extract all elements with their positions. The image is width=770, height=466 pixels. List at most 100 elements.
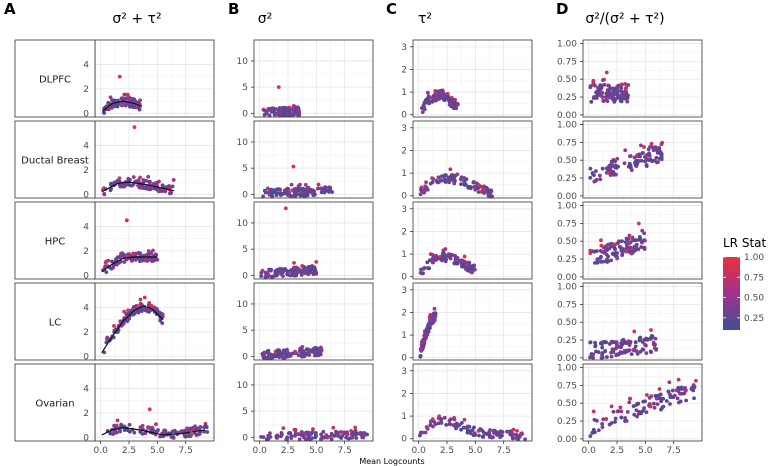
data-point [609,258,613,263]
data-point [595,260,600,265]
panel-letter: C [386,0,397,18]
data-point [127,183,132,187]
data-point [187,434,192,439]
y-tick-label: 1.00 [557,283,577,293]
data-point [437,95,442,99]
y-tick-label: 0.50 [557,75,577,85]
data-point [115,418,120,423]
data-point [112,324,116,328]
y-tick-label: 5 [242,326,248,336]
data-point [135,105,140,109]
data-point [287,190,292,195]
data-point [292,260,296,265]
data-point [588,166,593,171]
data-point [263,270,268,275]
data-point [261,194,266,199]
data-point [105,335,110,340]
data-point [650,159,655,164]
data-point [473,267,477,272]
data-point [268,435,273,439]
row-strip [14,120,96,199]
data-point [593,169,598,174]
data-point [473,187,478,192]
data-point [350,435,355,440]
data-point [615,156,620,161]
data-point [319,432,323,437]
data-point [102,192,107,197]
data-point [649,141,654,146]
data-point [637,152,642,157]
y-tick-label: 0.25 [557,336,577,346]
x-tick-label: 7.5 [667,446,681,456]
data-point [606,259,611,264]
legend-tick-label: 1.00 [744,253,764,263]
data-point [111,265,116,270]
data-point [467,261,472,266]
y-tick-label: 2 [83,85,89,95]
data-point [594,94,598,99]
data-point [694,378,698,383]
data-point [600,83,604,88]
data-point [114,104,119,109]
data-point [454,106,459,111]
x-tick-label: 7.5 [497,446,511,456]
data-point [640,151,645,156]
data-point [418,433,422,438]
data-point [319,186,323,191]
data-point [632,347,637,352]
data-point [448,167,453,172]
data-point [299,187,304,192]
data-point [313,435,318,440]
data-point [138,297,143,302]
data-point [615,84,620,89]
data-point [433,312,438,316]
data-point [636,221,641,226]
data-point [668,402,672,406]
data-point [281,348,286,353]
data-point [131,251,136,256]
legend-colorbar [723,257,740,330]
outlier-point [283,206,288,211]
panel-letter: B [228,0,239,18]
data-point [424,425,429,429]
data-point [668,395,673,400]
data-point [452,417,457,422]
row-strip [14,39,96,118]
data-point [482,191,487,195]
column-title: σ²/(σ² + τ²) [585,11,664,27]
data-point [623,416,627,420]
data-point [606,167,611,172]
data-point [148,179,152,184]
legend-layer: LR Stat 1.00 0.75 0.50 0.25 [723,236,767,330]
data-point [627,241,631,246]
data-point [591,355,596,360]
data-point [661,404,666,409]
data-point [639,245,644,249]
y-tick-label: 3 [401,367,407,377]
data-point [334,429,338,434]
data-point [276,108,281,112]
data-point [630,235,635,240]
data-point [649,328,653,332]
data-point [306,269,311,274]
y-tick-label: 0 [242,271,248,281]
data-point [611,409,616,414]
data-point [603,95,608,99]
column-title: σ² [258,11,273,27]
row-strip [14,363,96,442]
data-point [459,427,463,432]
row-strip [14,282,96,361]
data-point [427,95,432,100]
data-point [613,159,617,164]
y-tick-label: 10 [237,300,249,310]
y-tick-label: 1.00 [557,40,577,50]
x-tick-label: 5.0 [468,446,483,456]
data-point [614,353,619,358]
data-point [171,178,176,182]
panel-border [253,201,374,280]
data-point [275,111,280,116]
data-point [136,255,141,260]
data-point [620,351,625,355]
data-point [440,178,445,183]
data-point [461,262,466,267]
